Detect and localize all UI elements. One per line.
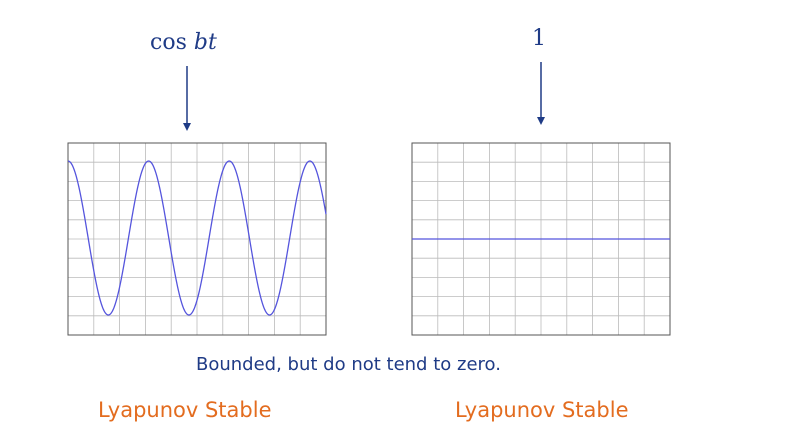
- bt-text: bt: [194, 30, 217, 55]
- caption: Bounded, but do not tend to zero.: [196, 354, 501, 375]
- cos-bt-label: cos bt: [150, 30, 217, 55]
- right-status: Lyapunov Stable: [455, 398, 629, 422]
- left-status: Lyapunov Stable: [98, 398, 272, 422]
- oscilloscope-right: [411, 142, 671, 336]
- right-arrow: [534, 62, 548, 128]
- grid-left: [68, 143, 326, 335]
- left-arrow: [180, 66, 194, 134]
- one-label: 1: [532, 26, 546, 51]
- oscilloscope-left: [67, 142, 327, 336]
- cos-text: cos: [150, 30, 194, 55]
